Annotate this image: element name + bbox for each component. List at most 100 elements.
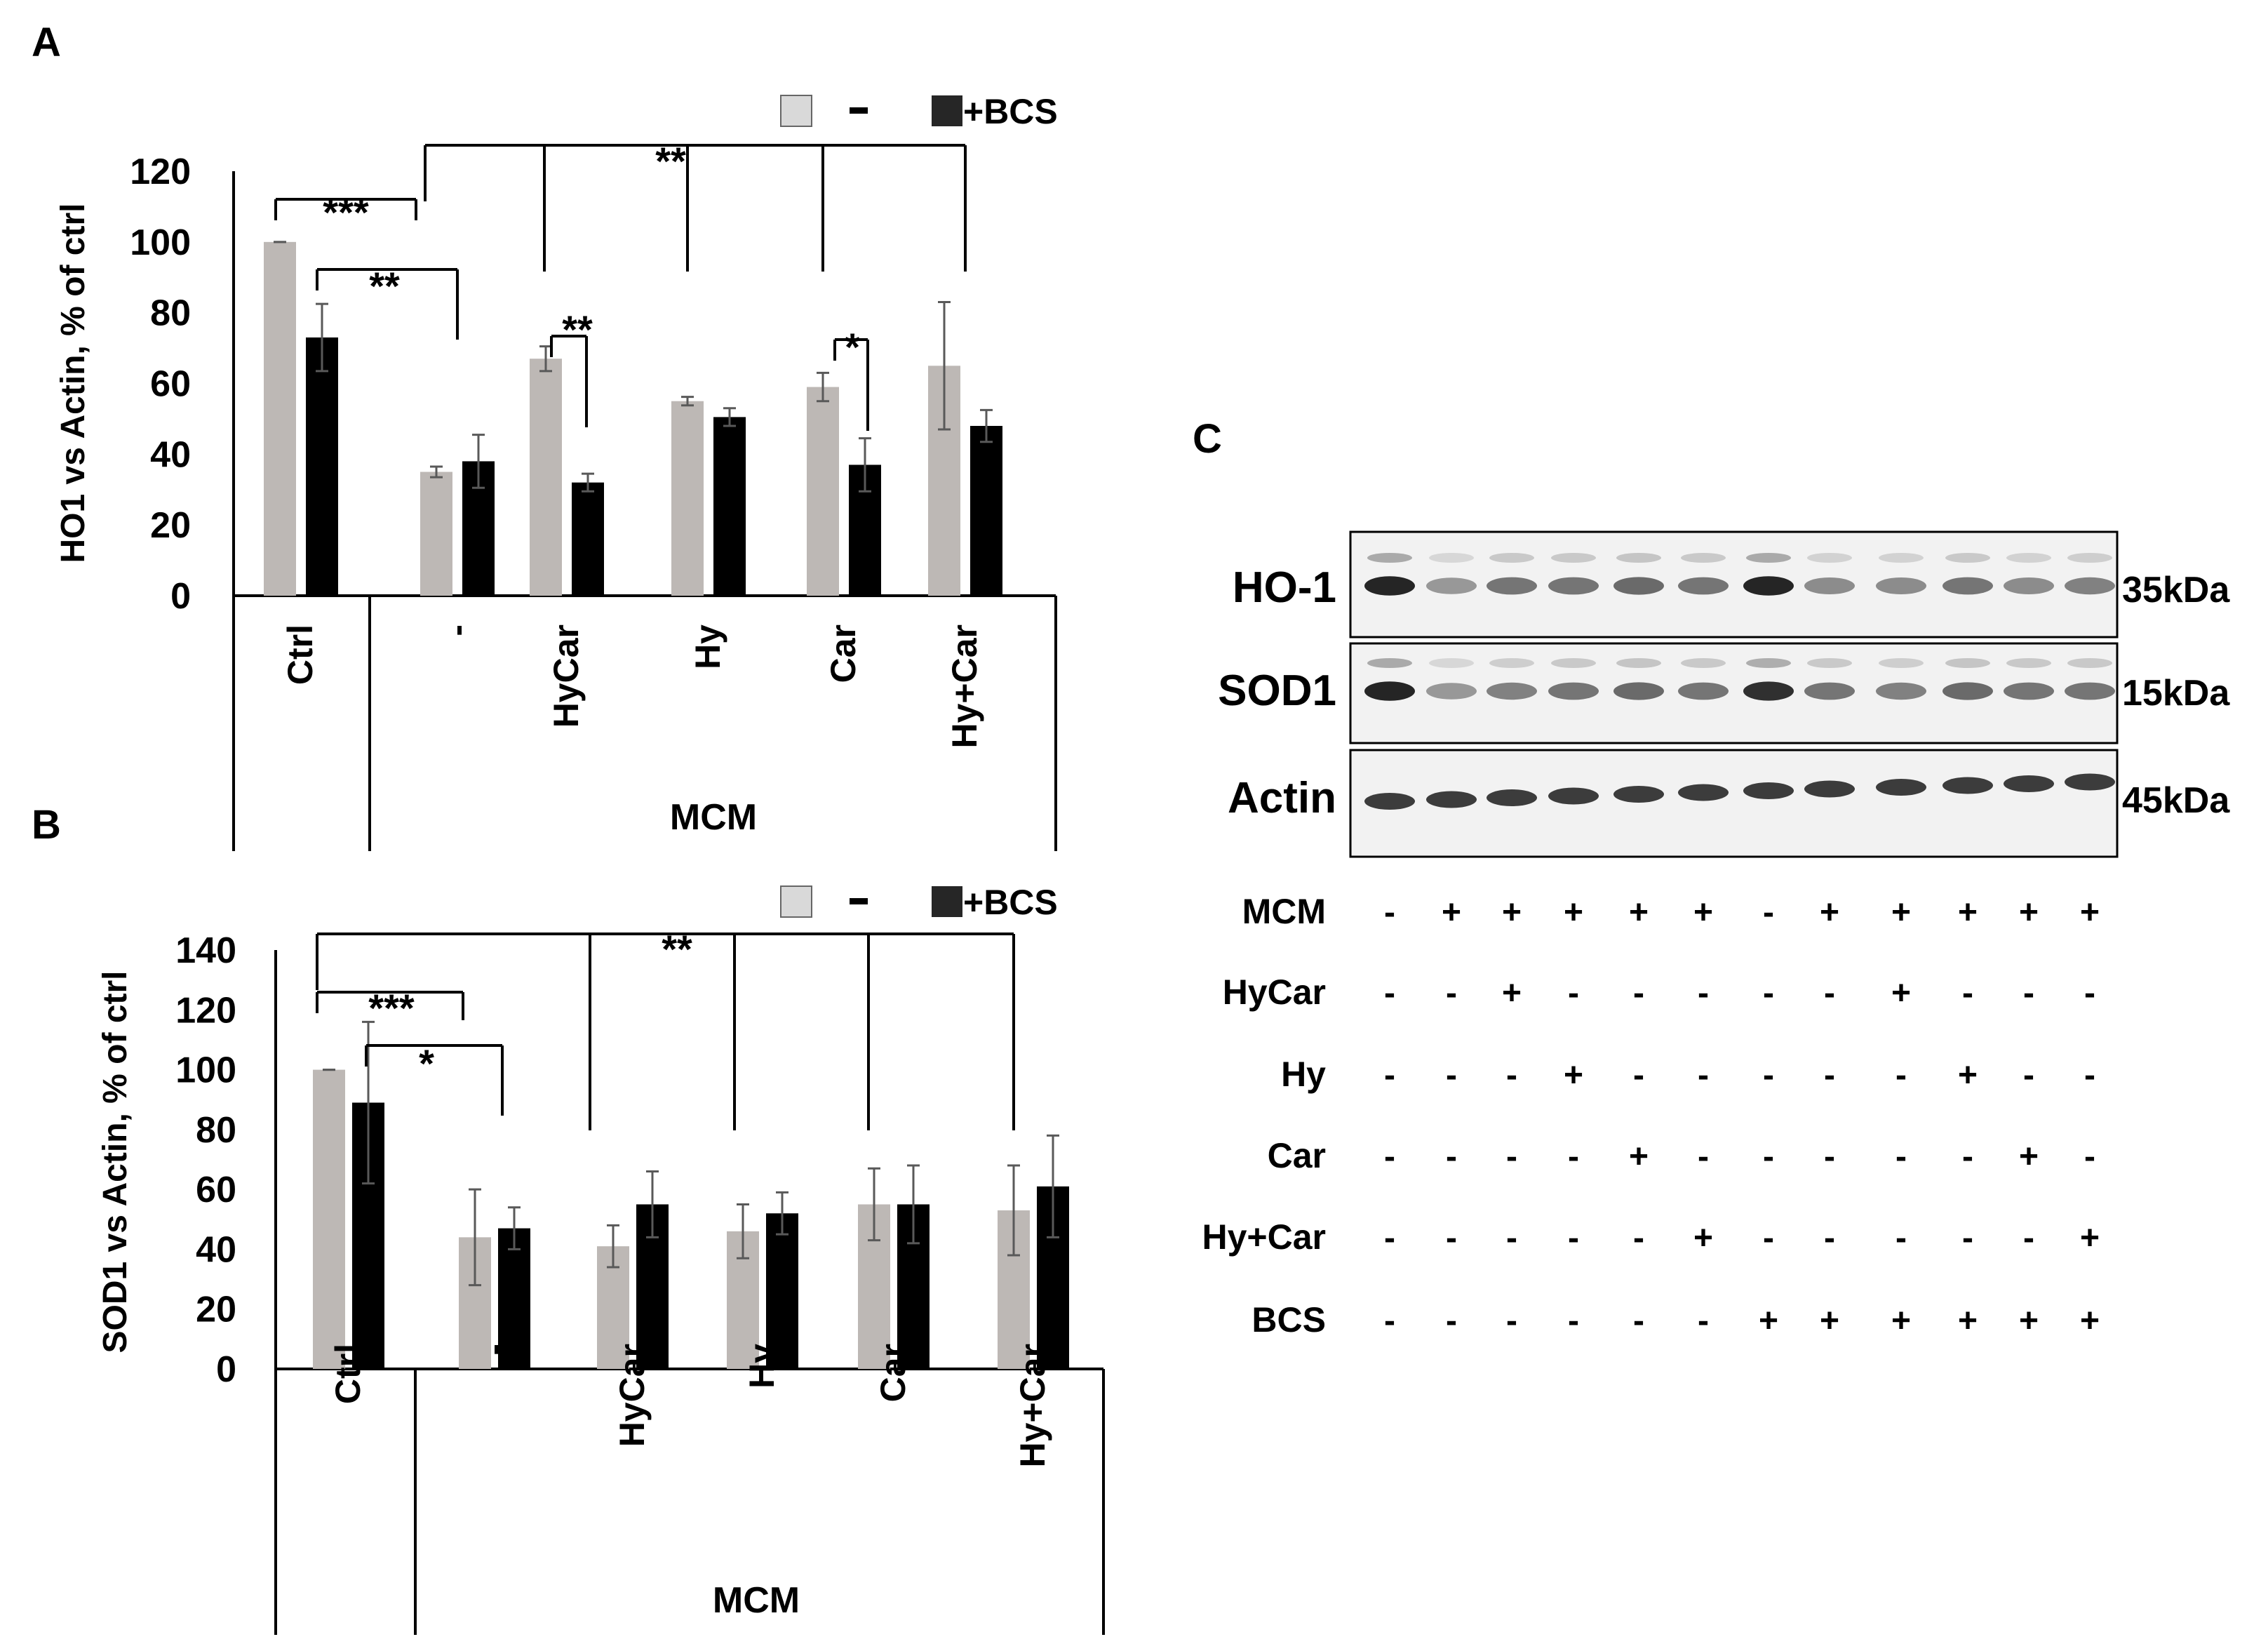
western-blot-panel: HO-1 35kDa SOD1 15kDa Actin 45kDa MCM - + + + + + - + +… [1202, 530, 2230, 1339]
blot-band [1548, 787, 1599, 805]
chart_data.1-y-tick-label: 0 [216, 1349, 236, 1390]
condition-sign: + [1820, 894, 1839, 931]
chart_data.0-y-tick-label: 60 [150, 364, 191, 405]
chart_data.0-bar-bcs [970, 426, 1002, 596]
blot-band-faint [1429, 658, 1474, 668]
condition-sign: - [1446, 1057, 1457, 1094]
blot-band-faint [2006, 553, 2051, 563]
condition-sign: - [2084, 1057, 2095, 1094]
chart_data.0-bar-bcs [306, 337, 338, 596]
condition-sign: - [1824, 1138, 1835, 1175]
condition-sign: + [1820, 1302, 1839, 1339]
blot-band-faint [1945, 553, 1990, 563]
chart_data.1-y-tick-label: 100 [175, 1050, 236, 1091]
condition-sign: - [1446, 1138, 1457, 1175]
chart_data.0-significance-bracket: ** [424, 139, 967, 272]
condition-sign: - [1506, 1219, 1517, 1257]
condition-sign: - [1633, 1302, 1644, 1339]
chart_data.1-bar-bcs [498, 1228, 530, 1369]
condition-sign: - [2084, 1138, 2095, 1175]
chart_data.1-category-label: Hy [742, 1344, 781, 1389]
blot-band [1678, 784, 1729, 801]
chart_data.1-category-label: Hy+Car [1013, 1344, 1052, 1468]
blot-band-faint [1367, 658, 1412, 668]
blot-band-faint [1746, 553, 1791, 563]
chart_data.0-category-label: HyCar [546, 624, 586, 728]
blot-band [2065, 577, 2115, 595]
blot-band-faint [2006, 658, 2051, 668]
blot-band [1876, 577, 1926, 594]
chart_data.0-bar-minus [671, 401, 704, 596]
blot-kda-label: 15kDa [2122, 673, 2230, 714]
condition-sign: + [1693, 894, 1713, 931]
chart_data.0-significance-bracket: ** [316, 264, 459, 340]
condition-sign: - [1568, 1219, 1579, 1257]
chart_data.1-significance-bracket: * [365, 1041, 504, 1116]
blot-band [1487, 789, 1537, 806]
blot-band [1743, 782, 1794, 799]
blot-band [2004, 577, 2054, 594]
condition-label: BCS [1252, 1300, 1326, 1339]
condition-sign: - [2084, 975, 2095, 1012]
condition-sign: - [1633, 1219, 1644, 1257]
condition-sign: + [1629, 894, 1649, 931]
chart_data.0-significance-bracket: *** [274, 190, 417, 234]
condition-sign: - [1824, 1057, 1835, 1094]
condition-sign: - [1763, 1219, 1774, 1257]
blot-protein-label: SOD1 [1218, 667, 1336, 715]
blot-band-faint [1616, 658, 1661, 668]
chart_data.1-category-label: HyCar [612, 1344, 652, 1447]
blot-band [1364, 576, 1415, 596]
condition-sign: + [1502, 894, 1522, 931]
blot-band-faint [1489, 658, 1534, 668]
chart_data.0-significance-stars: ** [562, 307, 593, 352]
condition-sign: - [2023, 1057, 2034, 1094]
blot-band [1804, 577, 1855, 594]
condition-sign: - [1384, 1057, 1395, 1094]
condition-sign: - [1633, 1057, 1644, 1094]
chart_data.1-y-tick-label: 120 [175, 990, 236, 1031]
chart_data.0-y-tick-label: 100 [130, 222, 191, 263]
blot-band [1613, 682, 1664, 700]
blot-band-faint [1746, 658, 1791, 668]
chart_data.0-y-tick-label: 80 [150, 293, 191, 334]
condition-sign: - [1698, 1057, 1709, 1094]
chart_data.0-significance-stars: ** [369, 264, 400, 308]
blot-protein-label: HO-1 [1233, 563, 1336, 612]
blot-band-faint [1945, 658, 1990, 668]
chart_data.0-legend-swatch-minus [780, 95, 812, 127]
blot-band [1876, 779, 1926, 796]
blot-box [1349, 749, 2119, 858]
chart_data.0-bar-bcs [713, 417, 746, 596]
condition-sign: - [1384, 894, 1395, 931]
chart_data.0-y-tick-label: 20 [150, 505, 191, 546]
condition-sign: + [2080, 1219, 2100, 1257]
chart_data.1-y-tick-label: 20 [196, 1290, 236, 1330]
chart_data.1-significance-stars: ** [662, 927, 692, 971]
chart_data.1-legend-label-bcs: +BCS [963, 883, 1058, 922]
chart_data.0-bar-minus [264, 241, 296, 596]
blot-band [2004, 682, 2054, 700]
chart-a: 0 20 40 60 80 100 120 HO1 vs Actin, % of ctrl Ct… [55, 92, 1058, 851]
blot-band [1487, 682, 1537, 700]
blot-band [2065, 682, 2115, 700]
chart_data.0-category-label: - [437, 624, 476, 636]
blot-band-faint [2067, 658, 2112, 668]
chart_data.0-y-tick-label: 40 [150, 434, 191, 475]
chart_data.0-bar-minus [420, 472, 452, 596]
blot-band-faint [1367, 553, 1412, 563]
condition-sign: - [1895, 1219, 1907, 1257]
panel-letter-a: A [32, 20, 61, 65]
condition-sign: - [1763, 894, 1774, 931]
condition-sign: - [1384, 1302, 1395, 1339]
condition-sign: - [1824, 975, 1835, 1012]
chart-b: 0 20 40 60 80 100 120 140 SOD1 vs Actin, % of ct… [97, 883, 1105, 1635]
blot-band-faint [1551, 658, 1596, 668]
blot-band [1942, 577, 1993, 595]
chart_data.1-legend-label-minus-mark [850, 898, 868, 904]
condition-sign: - [1962, 1138, 1973, 1175]
condition-sign: - [1962, 975, 1973, 1012]
blot-band [1426, 683, 1477, 700]
condition-sign: + [2080, 894, 2100, 931]
chart_data.0-significance-stars: ** [655, 139, 686, 183]
